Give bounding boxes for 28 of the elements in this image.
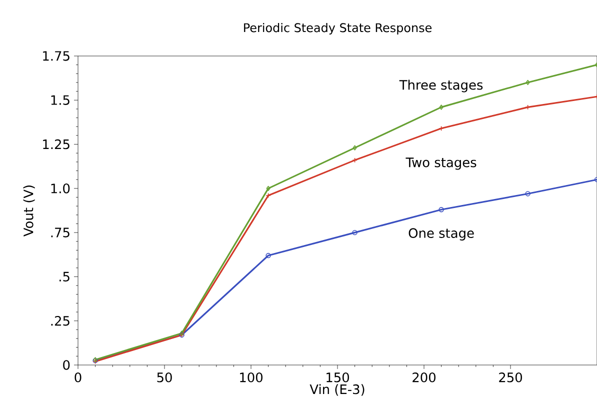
point [438, 207, 444, 212]
x-tick-label: 100 [240, 372, 262, 382]
y-tick-label: 0 [63, 360, 70, 370]
y-tick-label: 1.5 [51, 95, 70, 105]
series-label: One stage [408, 228, 474, 240]
point [352, 230, 358, 236]
x-axis-title: Vin (E-3) [310, 384, 364, 396]
y-tick-label: 1.75 [43, 51, 70, 61]
series-label: Three stages [399, 80, 483, 92]
y-tick-label: .75 [51, 228, 70, 238]
x-tick-label: 150 [326, 372, 349, 382]
point [526, 80, 530, 86]
x-tick-label: 50 [157, 372, 172, 382]
point [266, 252, 271, 258]
x-tick-label: 200 [412, 372, 436, 382]
point [352, 145, 357, 150]
y-tick-label: 1.25 [43, 139, 70, 150]
y-tick-label: 1.0 [51, 184, 70, 194]
y-tick-label: .5 [60, 272, 70, 282]
chart-title: Periodic Steady State Response [244, 22, 432, 35]
x-tick-label: 250 [499, 372, 522, 382]
point [266, 186, 270, 192]
point [525, 191, 530, 196]
y-axis-title: Vout (V) [23, 186, 35, 236]
y-tick-label: .25 [51, 316, 70, 326]
series-label: Two stages [406, 158, 476, 170]
point [439, 104, 444, 110]
x-tick-label: 0 [74, 372, 82, 382]
